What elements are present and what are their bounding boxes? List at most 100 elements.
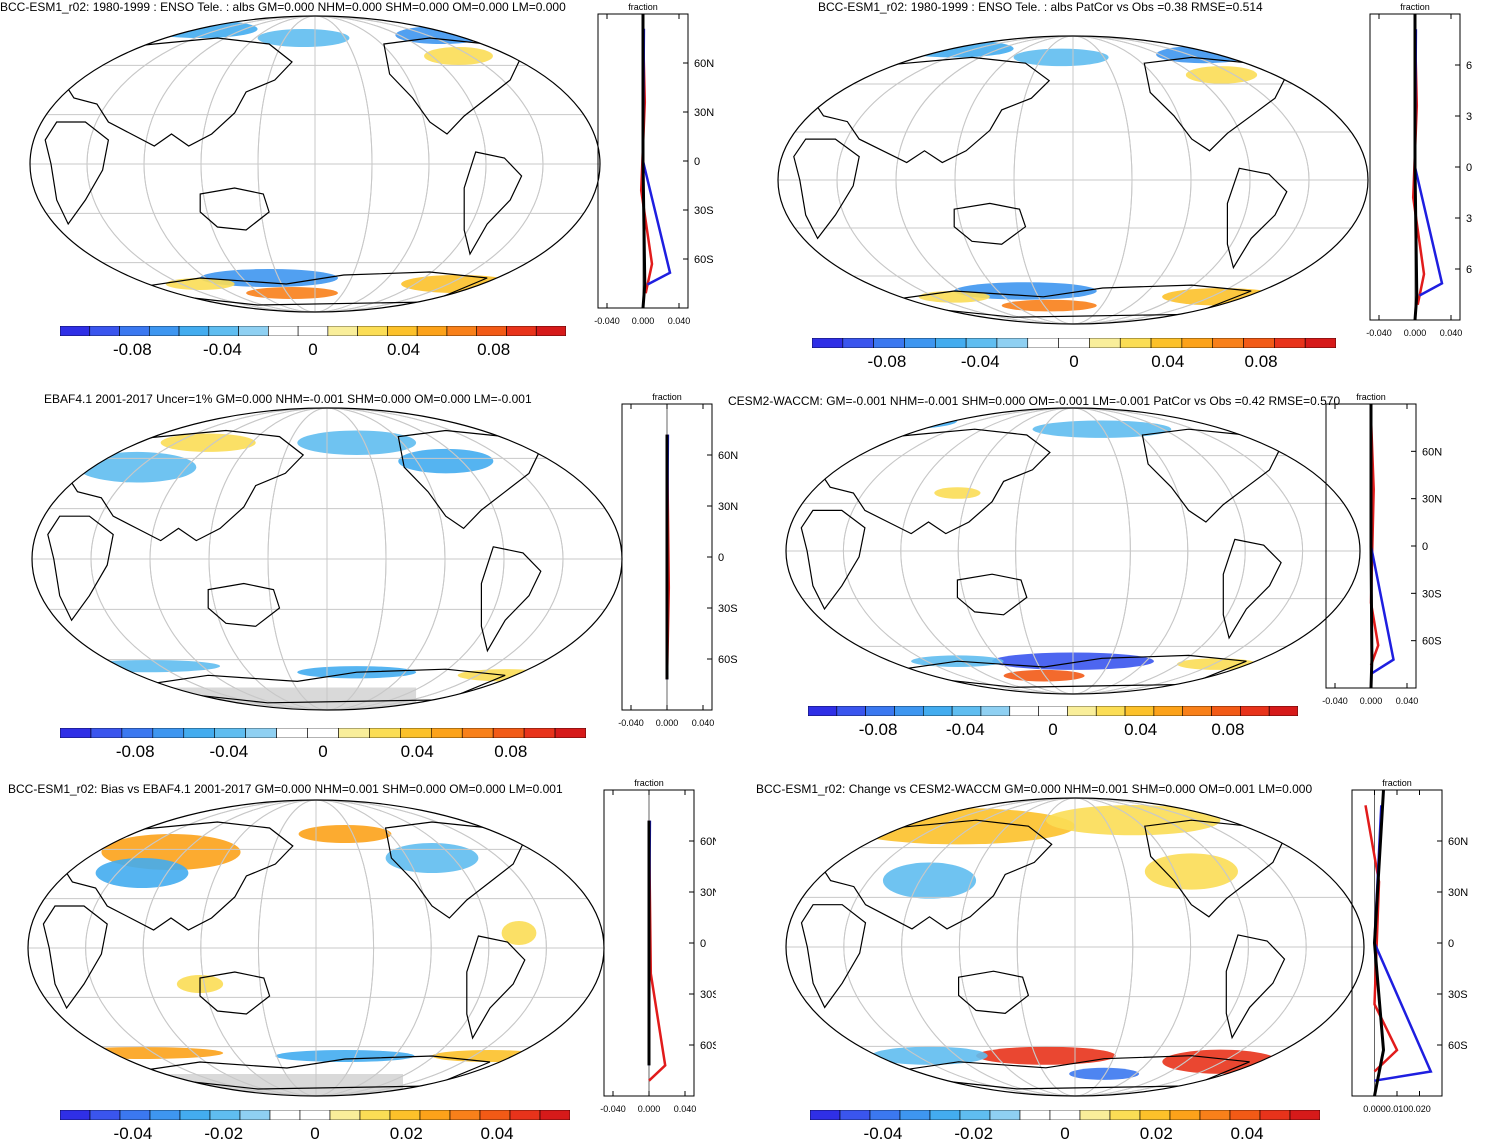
colorbar-segment [894, 706, 924, 716]
anomaly-region [841, 411, 958, 430]
colorbar-segment [89, 1110, 121, 1120]
colorbar-segment [208, 326, 239, 336]
anomaly-region [257, 29, 350, 47]
lat-label: 60N [1448, 836, 1468, 848]
colorbar-segment [238, 326, 269, 336]
world-map [31, 407, 623, 711]
colorbar-segment [387, 326, 418, 336]
continent-antarctica [118, 1055, 491, 1090]
continent-namerica [397, 429, 542, 530]
map-content [32, 408, 622, 710]
lat-label: 0 [694, 156, 700, 168]
lat-label: 3 [1466, 213, 1472, 225]
anomaly-region [976, 1046, 1116, 1065]
continent-europe [581, 448, 619, 487]
world-map [785, 797, 1365, 1097]
continent-greenland [521, 31, 563, 63]
map-border [785, 797, 1365, 1097]
colorbar-tick-label: 0.04 [1151, 352, 1185, 371]
lat-label: 0 [718, 552, 724, 564]
x-label: 0.000 [638, 1104, 661, 1114]
colorbar-tick-label: -0.02 [204, 1124, 244, 1143]
colorbar-segment [839, 1110, 871, 1120]
zonal-header: fraction [1400, 2, 1430, 12]
colorbar-tick-label: 0.08 [494, 742, 528, 761]
colorbar-segment [119, 326, 150, 336]
lat-label: 30N [1448, 887, 1468, 899]
colorbar-tick-label: 0.04 [387, 340, 421, 359]
x-label: 0.000 [656, 718, 679, 728]
colorbar-segment [965, 338, 998, 348]
colorbar-segment [951, 706, 982, 716]
lat-label: 30N [718, 501, 738, 513]
meridian-line [85, 800, 547, 1096]
meridian-line [149, 408, 505, 710]
anomaly-region [424, 47, 493, 65]
lat-label: 6 [1466, 60, 1472, 72]
colorbar-segment [1153, 706, 1184, 716]
colorbar [808, 706, 1298, 716]
colorbar-segment [506, 326, 537, 336]
colorbar-segment [357, 326, 388, 336]
colorbar-tick-label: 0.08 [1211, 720, 1245, 739]
colorbar-segment [1229, 1110, 1261, 1120]
colorbar-segment [1240, 706, 1270, 716]
world-map [27, 799, 605, 1097]
x-label: 0.000 [1360, 696, 1383, 706]
colorbar-segment [89, 326, 120, 336]
zonal-line-black [1372, 789, 1386, 1097]
lat-label: 3 [1466, 111, 1472, 123]
colorbar-segment [327, 326, 358, 336]
continent-australia [956, 573, 1028, 616]
meridian-line [257, 16, 373, 312]
lat-label: 30S [1422, 588, 1442, 600]
zonal-line-blue [641, 28, 672, 286]
meridian-line [900, 408, 1246, 694]
colorbar-segment [1259, 1110, 1291, 1120]
anomaly-region [1003, 669, 1085, 682]
colorbar-tick-label: -0.04 [113, 1124, 153, 1143]
colorbar-segment [1119, 338, 1152, 348]
colorbar-segment [1212, 338, 1244, 348]
colorbar-segment [1019, 1110, 1051, 1120]
colorbar-segment [1038, 706, 1068, 716]
anomaly-region [77, 659, 221, 673]
continent-europe [564, 839, 601, 877]
lat-label: 60S [1422, 636, 1442, 648]
colorbar-segment [904, 338, 936, 348]
anomaly-region [298, 825, 392, 843]
colorbar-segment [1150, 338, 1183, 348]
meridian-line [836, 36, 1310, 324]
lat-label: 30N [1422, 494, 1442, 506]
colorbar-segment [1274, 338, 1306, 348]
lat-label: 0 [700, 938, 706, 950]
lat-label: 60S [700, 1040, 716, 1052]
anomaly-region [275, 1050, 415, 1062]
colorbar-labels: -0.08 -0.04 0 0.04 0.08 [808, 720, 1298, 740]
continent-samerica [466, 935, 526, 1040]
colorbar-segment [419, 1110, 451, 1120]
colorbar-segment [810, 1110, 841, 1120]
continent-samerica [1222, 538, 1282, 640]
meridian-line [1013, 36, 1133, 324]
anomaly-region [1045, 805, 1221, 836]
x-label: -0.040 [594, 316, 620, 326]
continent-antarctica [877, 1055, 1250, 1090]
colorbar-segment [297, 326, 329, 336]
lat-label: 60N [1422, 446, 1442, 458]
colorbar-segment [1182, 706, 1212, 716]
x-label: -0.040 [618, 718, 644, 728]
colorbar-segment [934, 338, 967, 348]
zonal-mean-plot: fraction 6 3 0 3 6 -0.040 0.000 0.040 [1366, 2, 1472, 338]
colorbar-tick-label: -0.04 [203, 340, 242, 359]
colorbar-segment [980, 706, 1011, 716]
panel-title: EBAF4.1 2001-2017 Uncer=1% GM=0.000 NHM=… [44, 392, 532, 406]
anomaly-region [95, 858, 189, 888]
lat-label: 0 [1466, 162, 1472, 174]
anomaly-region [77, 451, 197, 483]
anomaly-region [871, 1046, 988, 1065]
colorbar-segment [149, 1110, 181, 1120]
zonal-line-black [1413, 14, 1419, 321]
lat-label: 30S [1448, 989, 1468, 1001]
continent-antarctica [876, 654, 1247, 688]
